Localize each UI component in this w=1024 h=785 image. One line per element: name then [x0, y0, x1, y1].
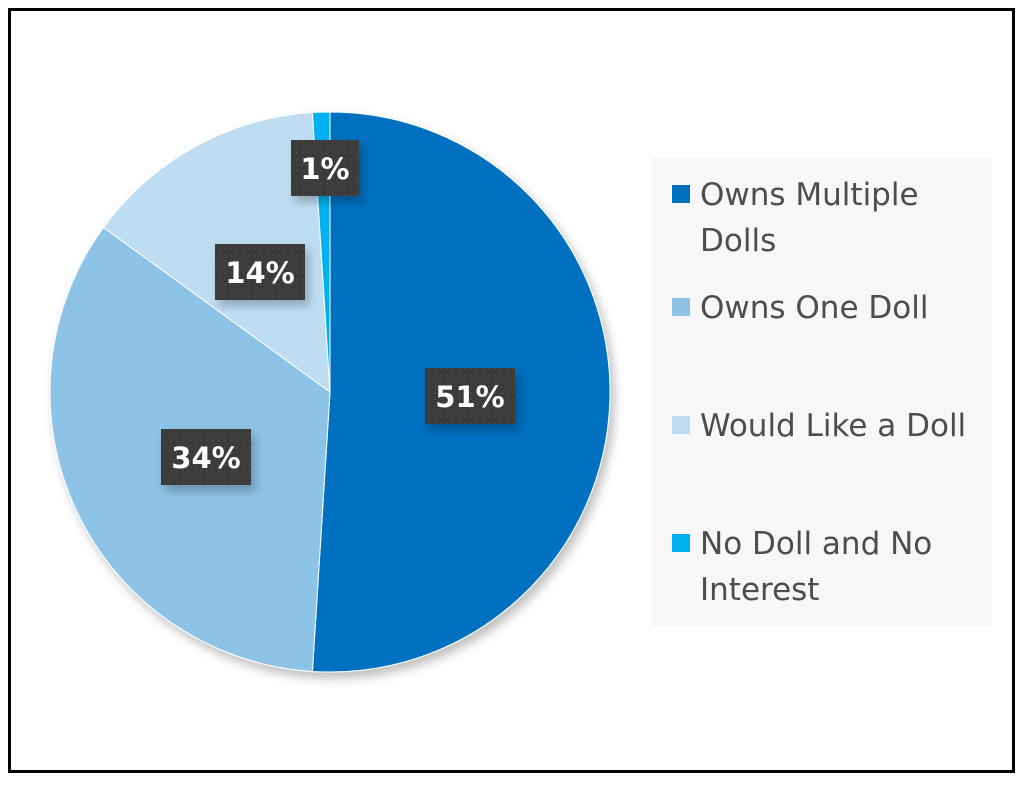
data-label: 1%: [300, 152, 349, 186]
data-label-box: [291, 140, 359, 196]
legend-label: Owns One Doll: [700, 290, 929, 326]
legend-label: Owns Multiple Dolls: [700, 177, 919, 259]
legend-label: No Doll and No Interest: [700, 526, 933, 608]
data-label: 34%: [171, 441, 240, 475]
legend-item-owns-one-doll: Owns One Doll: [672, 285, 990, 331]
legend-swatch: [672, 185, 690, 203]
data-label: 51%: [435, 380, 504, 414]
data-label-box: [215, 244, 305, 300]
legend: Owns Multiple Dolls Owns One Doll Would …: [652, 158, 992, 626]
data-label: 14%: [225, 256, 294, 290]
legend-label: Would Like a Doll: [700, 408, 967, 444]
legend-item-no-doll-and-no-interest: No Doll and No Interest: [672, 521, 990, 613]
legend-swatch: [672, 534, 690, 552]
legend-swatch: [672, 416, 690, 434]
legend-item-would-like-a-doll: Would Like a Doll: [672, 403, 990, 449]
data-label-box: [161, 429, 251, 485]
legend-item-owns-multiple-dolls: Owns Multiple Dolls: [672, 172, 990, 264]
legend-swatch: [672, 298, 690, 316]
data-label-box: [425, 368, 515, 424]
